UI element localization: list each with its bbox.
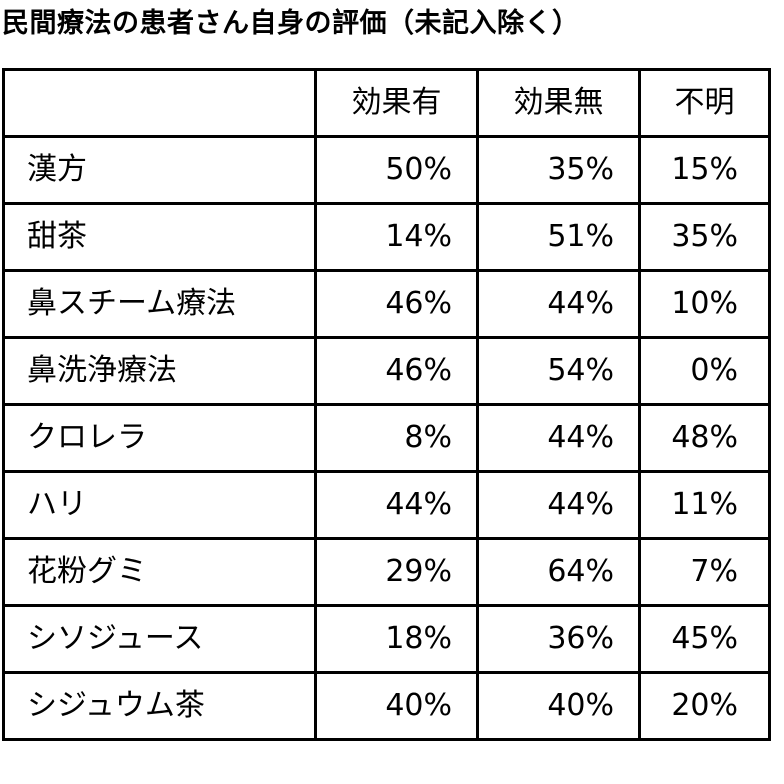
page-title: 民間療法の患者さん自身の評価（未記入除く） [2,8,580,39]
unknown-value: 7% [638,537,771,607]
unknown-value: 11% [638,470,771,540]
evaluation-table: 効果有 効果無 不明 漢方 50% 35% 15% 甜茶 14% 51% 35%… [2,68,771,741]
row-label: 鼻スチーム療法 [2,269,317,339]
effective-value: 44% [314,470,479,540]
table-row: 漢方 50% 35% 15% [2,135,771,205]
effective-value: 40% [314,671,479,741]
not-effective-value: 35% [476,135,641,205]
not-effective-value: 40% [476,671,641,741]
table-row: 甜茶 14% 51% 35% [2,202,771,272]
effective-value: 18% [314,604,479,674]
not-effective-value: 51% [476,202,641,272]
table-row: シジュウム茶 40% 40% 20% [2,671,771,741]
effective-value: 8% [314,403,479,473]
header-not-effective: 効果無 [476,68,641,138]
effective-value: 14% [314,202,479,272]
unknown-value: 48% [638,403,771,473]
not-effective-value: 64% [476,537,641,607]
row-label: 漢方 [2,135,317,205]
header-blank-cell [2,68,317,138]
row-label: シソジュース [2,604,317,674]
row-label: クロレラ [2,403,317,473]
unknown-value: 20% [638,671,771,741]
effective-value: 46% [314,269,479,339]
table-row: ハリ 44% 44% 11% [2,470,771,540]
unknown-value: 10% [638,269,771,339]
table-row: 花粉グミ 29% 64% 7% [2,537,771,607]
header-effective: 効果有 [314,68,479,138]
row-label: ハリ [2,470,317,540]
header-unknown: 不明 [638,68,771,138]
table-row: 鼻スチーム療法 46% 44% 10% [2,269,771,339]
row-label: シジュウム茶 [2,671,317,741]
table-row: シソジュース 18% 36% 45% [2,604,771,674]
effective-value: 46% [314,336,479,406]
effective-value: 29% [314,537,479,607]
unknown-value: 15% [638,135,771,205]
not-effective-value: 44% [476,470,641,540]
unknown-value: 35% [638,202,771,272]
unknown-value: 45% [638,604,771,674]
table-row: 鼻洗浄療法 46% 54% 0% [2,336,771,406]
table-header-row: 効果有 効果無 不明 [2,68,771,138]
not-effective-value: 54% [476,336,641,406]
effective-value: 50% [314,135,479,205]
unknown-value: 0% [638,336,771,406]
row-label: 鼻洗浄療法 [2,336,317,406]
table-row: クロレラ 8% 44% 48% [2,403,771,473]
not-effective-value: 44% [476,269,641,339]
not-effective-value: 36% [476,604,641,674]
row-label: 甜茶 [2,202,317,272]
not-effective-value: 44% [476,403,641,473]
row-label: 花粉グミ [2,537,317,607]
